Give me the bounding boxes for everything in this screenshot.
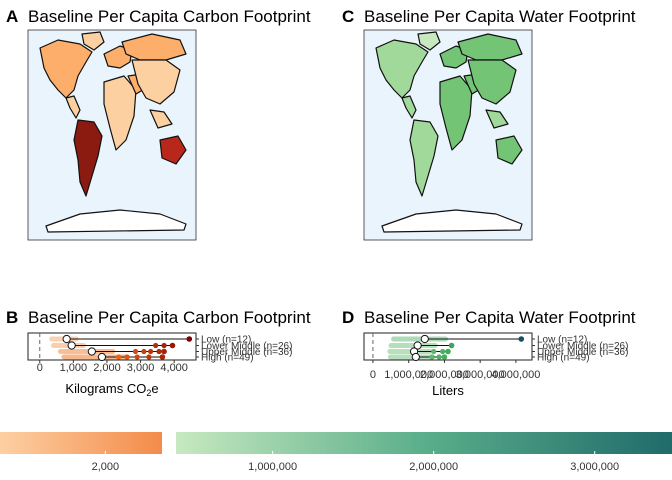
carbon-country-point [134, 354, 140, 360]
water-country-point [436, 354, 442, 360]
carbon-max-point [159, 354, 166, 360]
panel-a-letter: A [6, 7, 18, 26]
carbon-category-label: Low (n=12) [201, 335, 251, 346]
map-c-antarctica [381, 209, 523, 233]
map-c-africa [439, 75, 473, 151]
carbon-x-tick-label: 2,000 [93, 362, 121, 374]
carbon-median-point [97, 352, 107, 362]
carbon-median-point [87, 347, 96, 356]
water-median-point [420, 334, 429, 344]
map-a-southeast-asia [149, 109, 173, 129]
carbon-world-map [27, 29, 197, 241]
water-legend-bar [176, 432, 672, 454]
water-median-point [413, 341, 422, 350]
map-c-asia [467, 59, 517, 105]
map-a-north-america [39, 39, 93, 99]
carbon-country-point [156, 348, 162, 355]
water-dot-plot: Low (n=12)Lower Middle (n=26)Upper Middl… [363, 332, 628, 398]
map-c-north-america [375, 39, 429, 99]
panel-d-letter: D [342, 308, 354, 327]
carbon-category-label: High (n=49) [201, 353, 254, 364]
water-legend-label: 2,000,000 [409, 461, 458, 473]
carbon-country-point [124, 354, 130, 360]
carbon-max-point [161, 348, 167, 355]
panel-b-letter: B [6, 308, 18, 327]
water-distribution-band [387, 354, 436, 360]
map-a-central-america [65, 95, 81, 119]
water-max-point [518, 336, 525, 342]
water-category-label: Upper Middle (n=36) [537, 347, 628, 358]
water-distribution-band [391, 336, 449, 342]
water-distribution-band [387, 349, 433, 354]
carbon-country-point [148, 348, 154, 355]
water-category-label: Low (n=12) [537, 335, 587, 346]
carbon-x-tick-label: 3,000 [127, 362, 155, 374]
map-a-south-america [73, 119, 103, 197]
water-x-tick-label: 2,000,000 [420, 369, 469, 381]
carbon-country-point [132, 348, 139, 355]
water-legend-label: 1,000,000 [248, 461, 297, 473]
carbon-country-point [153, 342, 159, 349]
map-c-southeast-asia [485, 109, 509, 129]
water-max-point [448, 342, 455, 349]
map-a-greenland [81, 31, 105, 51]
panel-d-title: Baseline Per Capita Water Footprint [364, 308, 636, 327]
water-distribution-band [388, 343, 438, 348]
carbon-distribution-band [61, 354, 130, 360]
water-x-tick-label: 0 [370, 369, 376, 381]
carbon-x-tick-label: 0 [37, 362, 43, 374]
map-a-australia [159, 135, 187, 165]
water-median-point [411, 352, 420, 362]
carbon-max-point [169, 342, 176, 349]
carbon-category-label: Lower Middle (n=26) [201, 341, 292, 352]
map-c-greenland [417, 31, 441, 51]
water-category-label: Lower Middle (n=26) [537, 341, 628, 352]
panel-a-title: Baseline Per Capita Carbon Footprint [28, 7, 311, 26]
map-c-russia [457, 33, 523, 61]
carbon-country-point [116, 354, 122, 360]
water-country-point [429, 354, 435, 360]
carbon-distribution-band [57, 349, 116, 354]
water-world-map [363, 29, 533, 241]
carbon-color-legend: 2,000 [0, 432, 162, 473]
map-c-south-america [409, 119, 439, 197]
carbon-country-point [141, 348, 147, 355]
water-x-axis-title: Liters [432, 383, 464, 398]
carbon-category-label: Upper Middle (n=36) [201, 347, 292, 358]
water-country-point [431, 348, 437, 355]
water-legend-label: 3,000,000 [570, 461, 619, 473]
carbon-x-axis-title: Kilograms CO2e [65, 381, 158, 398]
map-a-russia [121, 33, 187, 61]
carbon-median-point [62, 334, 71, 344]
water-max-point [441, 354, 448, 360]
carbon-x-tick-label: 4,000 [160, 362, 188, 374]
carbon-x-tick-label: 1,000 [60, 362, 88, 374]
panel-c-title: Baseline Per Capita Water Footprint [364, 7, 636, 26]
water-category-label: High (n=49) [537, 353, 590, 364]
panel-b-title: Baseline Per Capita Carbon Footprint [28, 308, 311, 327]
map-a-africa [103, 75, 137, 151]
water-x-tick-label: 1,000,000 [384, 369, 433, 381]
carbon-max-point [186, 336, 193, 342]
water-x-tick-label: 4,000,000 [491, 369, 540, 381]
carbon-median-point [67, 341, 76, 350]
map-c-australia [495, 135, 523, 165]
water-x-tick-label: 3,000,000 [456, 369, 505, 381]
carbon-dot-plot: Low (n=12)Lower Middle (n=26)Upper Middl… [27, 332, 292, 398]
map-c-central-america [401, 95, 417, 119]
panel-c-letter: C [342, 7, 354, 26]
carbon-country-point [146, 354, 152, 360]
map-a-antarctica [45, 209, 187, 233]
carbon-country-point [161, 342, 167, 349]
carbon-legend-label: 2,000 [92, 461, 120, 473]
water-max-point [445, 348, 451, 355]
water-color-legend: 1,000,000 2,000,000 3,000,000 [176, 432, 672, 473]
carbon-legend-bar [0, 432, 162, 454]
map-a-asia [131, 59, 181, 105]
water-country-point [440, 348, 446, 355]
